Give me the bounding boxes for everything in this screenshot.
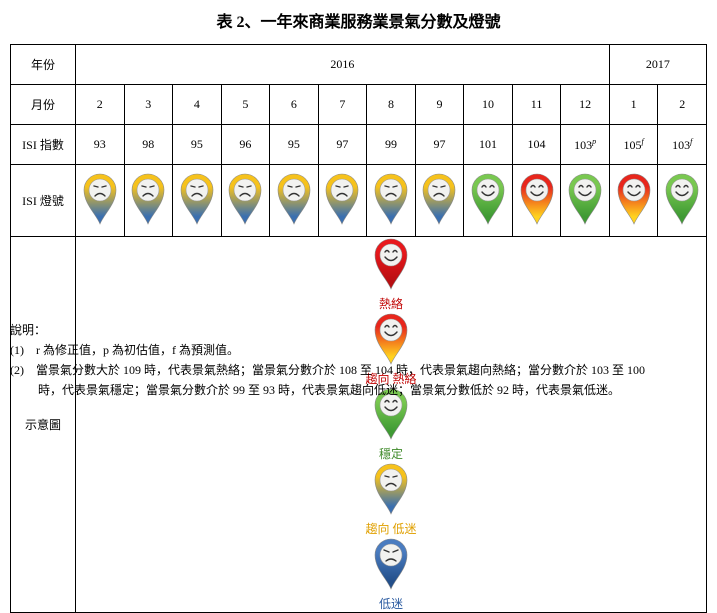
index-value: 93 (93, 137, 106, 151)
month-cell: 9 (414, 84, 465, 125)
light-cell (172, 164, 222, 237)
index-value: 95 (190, 137, 203, 151)
row-header: ISI 指數 (10, 124, 76, 165)
month-cell: 11 (511, 84, 562, 125)
index-value: 99 (384, 137, 397, 151)
note: 時，代表景氣穩定；當景氣分數介於 99 至 93 時，代表景氣趨向低迷；當景氣分… (38, 383, 621, 397)
month-cell: 1 (608, 84, 659, 125)
month-cell: 7 (317, 84, 368, 125)
index-cell: 105f (608, 124, 659, 165)
legend-item (76, 312, 706, 370)
row-header: 示意圖 (10, 236, 76, 613)
index-cell: 104 (511, 124, 562, 165)
month-cell: 4 (172, 84, 222, 125)
row-header: 年份 (10, 44, 76, 85)
index-cell: 103f (657, 124, 707, 165)
month-cell: 10 (463, 84, 513, 125)
year-cell: 2017 (608, 44, 708, 85)
light-cell (366, 164, 416, 237)
index-cell: 93 (75, 124, 125, 165)
month-cell: 3 (123, 84, 174, 125)
light-icon (277, 173, 311, 225)
month-cell: 8 (366, 84, 416, 125)
light-icon (423, 173, 456, 225)
index-cell: 95 (269, 124, 319, 165)
title: 表 2、一年來商業服務業景氣分數及燈號 (216, 14, 501, 31)
light-cell (511, 164, 562, 237)
month-cell: 5 (220, 84, 271, 125)
legend-item (76, 462, 706, 520)
index-cell: 98 (123, 124, 174, 165)
index-cell: 97 (317, 124, 368, 165)
index-value: 105 (623, 137, 642, 152)
light-cell (463, 164, 513, 237)
index-value: 101 (479, 137, 498, 151)
light-cell (414, 164, 465, 237)
light-icon (180, 173, 214, 225)
index-value: 97 (433, 137, 446, 151)
light-cell (220, 164, 271, 237)
bubble: 趨向 低迷 (365, 522, 417, 536)
year-cell: 2016 (75, 44, 610, 85)
index-cell: 101 (463, 124, 513, 165)
light-icon (374, 313, 408, 365)
row-header: ISI 燈號 (10, 164, 76, 237)
bubble: 低迷 (378, 597, 403, 611)
index-note: f (690, 136, 693, 146)
index-value: 104 (527, 137, 546, 151)
light-icon (471, 173, 505, 225)
light-icon (326, 173, 359, 225)
bubble: 熱絡 (378, 297, 403, 311)
index-value: 96 (239, 137, 252, 151)
light-icon (520, 173, 553, 225)
light-icon (131, 173, 165, 225)
light-cell (317, 164, 368, 237)
notes: 說明： (1) r 為修正值，p 為初估值，f 為預測值。 (2) 當景氣分數大… (10, 320, 645, 400)
legend-item (76, 537, 706, 595)
index-cell: 99 (366, 124, 416, 165)
notes-heading: 說明： (10, 323, 47, 337)
legend-item (76, 237, 706, 295)
month-cell: 2 (657, 84, 707, 125)
light-cell (657, 164, 707, 237)
light-icon (374, 463, 408, 515)
light-icon (83, 173, 117, 225)
legend-cell: 熱絡趨向 熱絡穩定趨向 低迷低迷 (75, 236, 707, 613)
light-icon (665, 173, 699, 225)
light-icon (374, 173, 408, 225)
index-cell: 97 (414, 124, 465, 165)
index-value: 103 (574, 137, 593, 152)
index-cell: 103p (560, 124, 610, 165)
month-cell: 2 (75, 84, 125, 125)
note: (1) r 為修正值，p 為初估值，f 為預測值。 (10, 343, 239, 357)
row-header: 月份 (10, 84, 76, 125)
light-cell (75, 164, 125, 237)
index-note: p (592, 136, 597, 146)
light-icon (229, 173, 262, 225)
light-icon (568, 173, 602, 225)
index-value: 95 (287, 137, 300, 151)
index-value: 98 (142, 137, 155, 151)
light-icon (374, 238, 408, 290)
bubble: 穩定 (378, 447, 403, 461)
light-icon (374, 538, 408, 590)
light-cell (269, 164, 319, 237)
light-cell (123, 164, 174, 237)
bubble: 趨向 熱絡 (365, 372, 417, 386)
month-cell: 6 (269, 84, 319, 125)
index-cell: 96 (220, 124, 271, 165)
month-cell: 12 (560, 84, 610, 125)
index-note: f (641, 136, 644, 146)
note: (2) 當景氣分數大於 109 時，代表景氣熱絡；當景氣分數介於 108 至 1… (10, 363, 645, 377)
index-cell: 95 (172, 124, 222, 165)
index-value: 103 (672, 137, 691, 152)
light-icon (617, 173, 650, 225)
index-value: 97 (336, 137, 349, 151)
light-cell (608, 164, 659, 237)
page: {"title": "表 2、一年來商業服務業景氣分數及燈號", "table"… (10, 14, 708, 613)
light-cell (560, 164, 610, 237)
